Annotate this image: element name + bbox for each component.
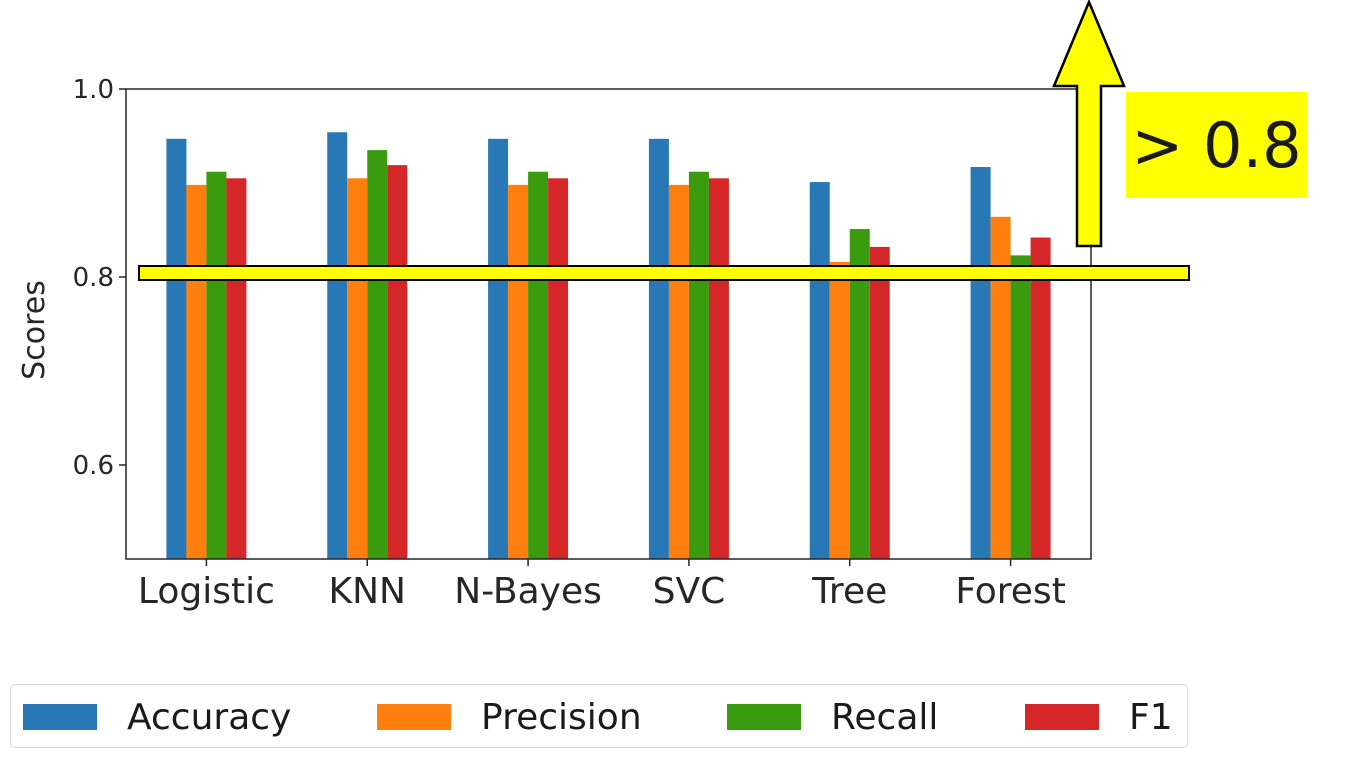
bar-precision-svc: [668, 184, 689, 559]
legend-item-precision: Precision: [377, 685, 642, 749]
axes-frame: [125, 88, 1092, 560]
bar-precision-logistic: [186, 184, 207, 559]
bar-recall-svc: [688, 171, 709, 559]
bar-f1-tree: [869, 246, 890, 560]
legend-item-accuracy: Accuracy: [23, 685, 291, 749]
bar-precision-forest: [990, 216, 1011, 559]
threshold-callout: > 0.8: [1126, 92, 1307, 198]
bar-accuracy-knn: [327, 132, 348, 560]
bar-recall-forest: [1010, 255, 1031, 559]
bar-recall-knn: [367, 150, 388, 559]
legend-label-f1: F1: [1129, 696, 1173, 738]
y-ticks: 0.6 0.8 1.0: [73, 75, 126, 481]
threshold-highlight-line: [138, 265, 1190, 281]
bar-precision-knn: [347, 178, 368, 560]
x-tick-label: N-Bayes: [454, 571, 602, 612]
bar-f1-logistic: [226, 178, 247, 560]
x-tick-label: Tree: [811, 571, 887, 612]
legend-swatch-f1: [1025, 704, 1099, 730]
legend-swatch-accuracy: [23, 704, 97, 730]
bar-recall-tree: [849, 229, 870, 559]
legend-swatch-recall: [727, 704, 801, 730]
legend-item-recall: Recall: [727, 685, 938, 749]
bar-accuracy-n-bayes: [488, 138, 509, 559]
up-arrow-icon: [1052, 0, 1126, 248]
bar-precision-n-bayes: [508, 184, 529, 559]
x-ticks: Logistic KNN N-Bayes SVC Tree Forest: [138, 559, 1066, 612]
bar-f1-n-bayes: [548, 178, 569, 560]
bar-recall-n-bayes: [528, 171, 549, 559]
legend: Accuracy Precision Recall F1: [10, 684, 1188, 748]
bar-recall-logistic: [206, 171, 227, 559]
legend-label-precision: Precision: [481, 696, 642, 738]
x-tick-label: KNN: [329, 571, 406, 612]
bar-accuracy-forest: [970, 167, 991, 559]
legend-label-recall: Recall: [831, 696, 939, 738]
y-axis-label: Scores: [17, 280, 52, 380]
x-tick-label: Forest: [955, 571, 1065, 612]
bar-f1-knn: [387, 165, 408, 559]
bars-group: [166, 132, 1051, 560]
y-tick-label: 0.8: [73, 263, 114, 293]
bar-f1-svc: [708, 178, 729, 560]
x-tick-label: SVC: [653, 571, 726, 612]
y-tick-label: 1.0: [73, 75, 114, 105]
legend-label-accuracy: Accuracy: [127, 696, 292, 738]
legend-item-f1: F1: [1025, 685, 1173, 749]
bar-precision-tree: [829, 261, 850, 559]
bar-accuracy-svc: [648, 138, 669, 559]
y-tick-label: 0.6: [73, 451, 114, 481]
bar-f1-forest: [1030, 237, 1051, 559]
legend-swatch-precision: [377, 704, 451, 730]
bar-accuracy-logistic: [166, 138, 187, 559]
x-tick-label: Logistic: [138, 571, 275, 612]
bar-accuracy-tree: [809, 182, 830, 559]
